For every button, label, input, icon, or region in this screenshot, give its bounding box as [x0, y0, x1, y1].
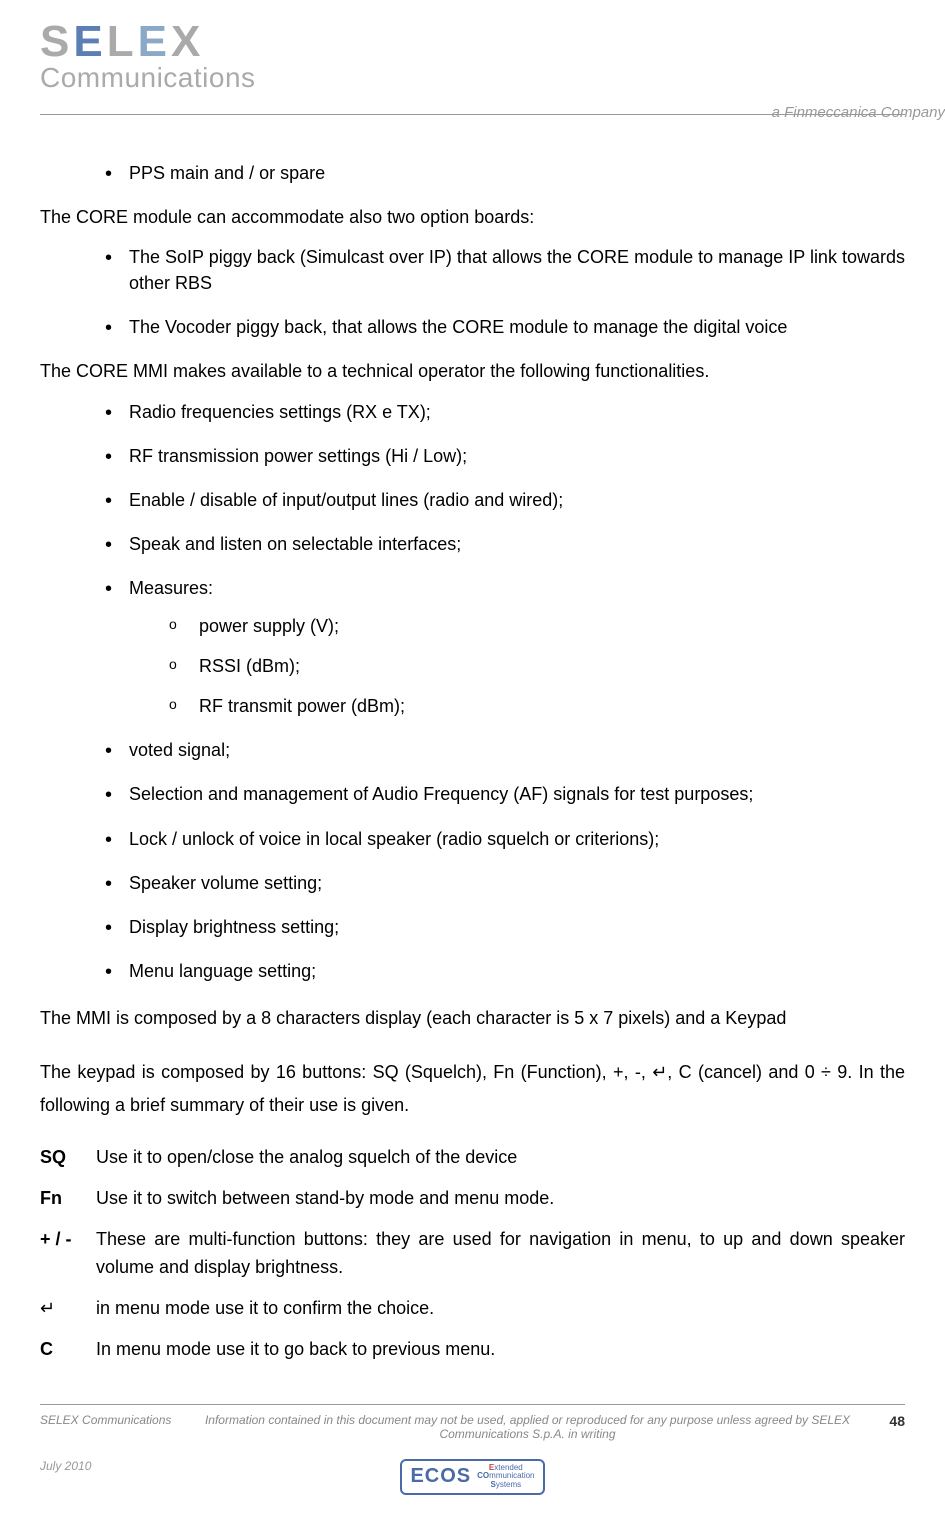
- paragraph: The keypad is composed by 16 buttons: SQ…: [40, 1056, 905, 1121]
- paragraph: The CORE module can accommodate also two…: [40, 204, 905, 230]
- definition-key: Fn: [40, 1184, 96, 1225]
- list-item-text: Measures:: [129, 578, 213, 598]
- definition-value: in menu mode use it to confirm the choic…: [96, 1294, 905, 1335]
- footer-company: SELEX Communications: [40, 1413, 190, 1427]
- list-item: Speaker volume setting;: [105, 870, 905, 896]
- definition-row: Fn Use it to switch between stand-by mod…: [40, 1184, 905, 1225]
- ecos-subtext: Extended COmmunication Systems: [477, 1464, 534, 1490]
- definition-key: C: [40, 1335, 96, 1376]
- list-item: voted signal;: [105, 737, 905, 763]
- tagline: a Finmeccanica Company: [772, 104, 945, 121]
- list-item: Speak and listen on selectable interface…: [105, 531, 905, 557]
- paragraph: The CORE MMI makes available to a techni…: [40, 358, 905, 384]
- page-header: SELEX Communications: [40, 20, 905, 115]
- definition-table: SQ Use it to open/close the analog squel…: [40, 1143, 905, 1376]
- ecos-text: ECOS: [410, 1465, 471, 1488]
- definition-key: ↵: [40, 1294, 96, 1335]
- list-item: RF transmission power settings (Hi / Low…: [105, 443, 905, 469]
- page-number: 48: [865, 1413, 905, 1429]
- list-item: Enable / disable of input/output lines (…: [105, 487, 905, 513]
- list-item: Selection and management of Audio Freque…: [105, 781, 905, 807]
- footer-row: SELEX Communications Information contain…: [40, 1413, 905, 1441]
- list-item: Radio frequencies settings (RX e TX);: [105, 399, 905, 425]
- sub-list-item: power supply (V);: [169, 613, 905, 639]
- ecos-badge: ECOS Extended COmmunication Systems: [400, 1459, 544, 1495]
- bullet-list-3: Radio frequencies settings (RX e TX); RF…: [40, 399, 905, 984]
- sub-list-item: RSSI (dBm);: [169, 653, 905, 679]
- bullet-list-2: The SoIP piggy back (Simulcast over IP) …: [40, 244, 905, 340]
- definition-value: In menu mode use it to go back to previo…: [96, 1335, 905, 1376]
- definition-key: SQ: [40, 1143, 96, 1184]
- page-footer: SELEX Communications Information contain…: [40, 1404, 905, 1495]
- list-item: Display brightness setting;: [105, 914, 905, 940]
- definition-key: + / -: [40, 1225, 96, 1295]
- logo-subtext: Communications: [40, 62, 905, 94]
- definition-row: C In menu mode use it to go back to prev…: [40, 1335, 905, 1376]
- footer-logo: ECOS Extended COmmunication Systems: [40, 1459, 905, 1495]
- definition-row: SQ Use it to open/close the analog squel…: [40, 1143, 905, 1184]
- list-item: The Vocoder piggy back, that allows the …: [105, 314, 905, 340]
- definition-row: ↵ in menu mode use it to confirm the cho…: [40, 1294, 905, 1335]
- paragraph: The MMI is composed by a 8 characters di…: [40, 1002, 905, 1034]
- definition-value: Use it to open/close the analog squelch …: [96, 1143, 905, 1184]
- definition-value: These are multi-function buttons: they a…: [96, 1225, 905, 1295]
- list-item: The SoIP piggy back (Simulcast over IP) …: [105, 244, 905, 296]
- footer-notice: Information contained in this document m…: [190, 1413, 865, 1441]
- list-item: Lock / unlock of voice in local speaker …: [105, 826, 905, 852]
- logo-text: SELEX: [40, 20, 905, 64]
- footer-divider: [40, 1404, 905, 1405]
- document-body: PPS main and / or spare The CORE module …: [40, 160, 905, 1376]
- list-item: Measures: power supply (V); RSSI (dBm); …: [105, 575, 905, 719]
- bullet-list-1: PPS main and / or spare: [40, 160, 905, 186]
- sub-list: power supply (V); RSSI (dBm); RF transmi…: [129, 613, 905, 719]
- list-item: PPS main and / or spare: [105, 160, 905, 186]
- definition-value: Use it to switch between stand-by mode a…: [96, 1184, 905, 1225]
- sub-list-item: RF transmit power (dBm);: [169, 693, 905, 719]
- definition-row: + / - These are multi-function buttons: …: [40, 1225, 905, 1295]
- list-item: Menu language setting;: [105, 958, 905, 984]
